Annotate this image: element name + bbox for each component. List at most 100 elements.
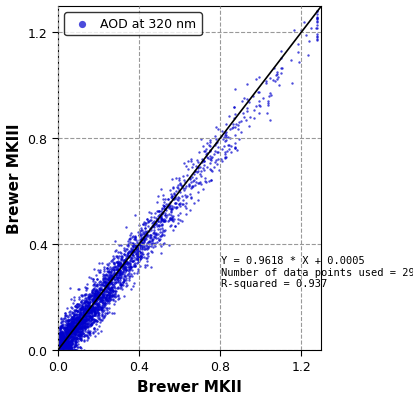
AOD at 320 nm [270,77,276,83]
AOD at 320 nm [176,210,183,217]
AOD at 320 nm [57,330,63,336]
AOD at 320 nm [150,224,157,230]
AOD at 320 nm [109,265,115,271]
AOD at 320 nm [78,317,85,324]
AOD at 320 nm [127,261,134,267]
AOD at 320 nm [188,156,194,163]
AOD at 320 nm [155,226,162,233]
AOD at 320 nm [66,345,73,352]
Text: Y = 0.9618 * X + 0.0005
Number of data points used = 2982
R-squared = 0.937: Y = 0.9618 * X + 0.0005 Number of data p… [221,255,413,288]
AOD at 320 nm [57,328,63,335]
AOD at 320 nm [156,224,162,230]
AOD at 320 nm [79,306,86,313]
AOD at 320 nm [61,345,68,351]
AOD at 320 nm [62,347,68,353]
AOD at 320 nm [65,344,71,351]
AOD at 320 nm [78,326,85,332]
AOD at 320 nm [62,340,68,347]
AOD at 320 nm [102,285,108,291]
AOD at 320 nm [135,254,141,260]
AOD at 320 nm [72,323,78,330]
AOD at 320 nm [60,333,66,340]
AOD at 320 nm [168,209,174,215]
AOD at 320 nm [88,310,95,316]
AOD at 320 nm [88,306,94,313]
AOD at 320 nm [85,307,91,313]
AOD at 320 nm [98,281,105,288]
AOD at 320 nm [100,294,107,301]
AOD at 320 nm [63,347,70,353]
AOD at 320 nm [136,259,142,265]
AOD at 320 nm [136,232,142,238]
AOD at 320 nm [82,320,89,326]
AOD at 320 nm [240,111,247,117]
AOD at 320 nm [129,255,136,262]
AOD at 320 nm [72,328,78,335]
AOD at 320 nm [61,344,68,351]
AOD at 320 nm [223,155,230,161]
AOD at 320 nm [121,257,128,263]
AOD at 320 nm [123,264,129,270]
AOD at 320 nm [107,273,113,279]
AOD at 320 nm [163,201,169,208]
AOD at 320 nm [88,294,94,300]
AOD at 320 nm [62,347,68,353]
AOD at 320 nm [121,273,128,279]
AOD at 320 nm [71,336,78,342]
AOD at 320 nm [102,276,109,282]
AOD at 320 nm [70,327,76,334]
AOD at 320 nm [184,158,191,165]
AOD at 320 nm [59,334,66,340]
AOD at 320 nm [135,240,142,247]
AOD at 320 nm [126,273,133,279]
AOD at 320 nm [143,243,150,249]
AOD at 320 nm [79,304,85,311]
AOD at 320 nm [103,305,110,311]
AOD at 320 nm [96,289,102,295]
AOD at 320 nm [106,294,112,301]
AOD at 320 nm [66,334,73,340]
AOD at 320 nm [60,339,67,346]
AOD at 320 nm [71,324,78,330]
AOD at 320 nm [278,70,284,77]
AOD at 320 nm [67,344,74,351]
AOD at 320 nm [107,287,114,293]
AOD at 320 nm [89,279,96,285]
AOD at 320 nm [89,297,96,303]
AOD at 320 nm [120,277,127,284]
AOD at 320 nm [180,161,187,167]
AOD at 320 nm [77,311,84,318]
AOD at 320 nm [90,316,97,322]
AOD at 320 nm [161,204,167,210]
AOD at 320 nm [154,208,160,215]
AOD at 320 nm [171,223,178,230]
AOD at 320 nm [112,280,119,287]
AOD at 320 nm [77,331,84,338]
AOD at 320 nm [84,320,90,327]
AOD at 320 nm [99,297,105,303]
AOD at 320 nm [62,342,69,349]
AOD at 320 nm [86,308,93,315]
AOD at 320 nm [119,254,125,261]
AOD at 320 nm [115,261,121,267]
AOD at 320 nm [66,320,73,327]
AOD at 320 nm [60,347,66,353]
AOD at 320 nm [142,220,148,227]
AOD at 320 nm [62,347,68,353]
AOD at 320 nm [66,347,73,353]
AOD at 320 nm [59,347,65,353]
AOD at 320 nm [92,288,98,294]
AOD at 320 nm [62,345,68,351]
AOD at 320 nm [208,158,214,164]
AOD at 320 nm [75,311,82,318]
AOD at 320 nm [86,274,93,281]
AOD at 320 nm [73,326,80,332]
AOD at 320 nm [63,312,69,319]
AOD at 320 nm [57,331,63,337]
AOD at 320 nm [63,324,70,330]
AOD at 320 nm [188,159,195,165]
AOD at 320 nm [100,314,107,320]
AOD at 320 nm [124,282,131,288]
AOD at 320 nm [93,282,100,288]
AOD at 320 nm [75,325,82,332]
